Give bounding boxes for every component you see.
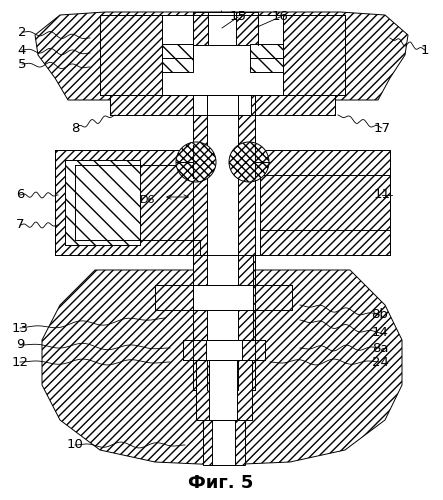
Bar: [260, 150, 390, 255]
Text: 4: 4: [18, 44, 26, 57]
Text: 8b: 8b: [372, 308, 389, 322]
Bar: [207, 95, 238, 390]
Text: 14: 14: [372, 326, 389, 340]
Text: 17: 17: [373, 122, 390, 134]
Polygon shape: [42, 270, 402, 465]
Polygon shape: [35, 12, 408, 100]
Text: Фиг. 5: Фиг. 5: [188, 474, 254, 492]
Bar: [193, 285, 253, 310]
Bar: [100, 15, 162, 95]
Bar: [250, 55, 283, 72]
Text: 2: 2: [18, 26, 26, 38]
Bar: [65, 160, 140, 245]
Text: 6: 6: [16, 188, 24, 202]
Bar: [283, 15, 345, 95]
Text: 16: 16: [272, 10, 288, 24]
Bar: [196, 360, 252, 420]
Bar: [110, 95, 335, 115]
Text: 7: 7: [16, 218, 24, 232]
Bar: [250, 44, 283, 58]
Circle shape: [176, 142, 216, 182]
Text: 9: 9: [16, 338, 24, 351]
Text: 8a: 8a: [372, 342, 388, 354]
Bar: [65, 160, 140, 245]
Text: 12: 12: [12, 356, 28, 368]
Bar: [193, 12, 258, 45]
Bar: [208, 12, 236, 45]
Bar: [162, 55, 193, 72]
Bar: [193, 95, 251, 115]
Text: 13: 13: [12, 322, 28, 334]
Bar: [162, 15, 283, 95]
Bar: [203, 420, 245, 465]
Text: 24: 24: [372, 356, 389, 368]
Text: 5: 5: [18, 58, 26, 70]
Text: 15: 15: [229, 10, 246, 24]
Bar: [206, 340, 242, 360]
Bar: [155, 285, 292, 310]
Circle shape: [229, 142, 269, 182]
Text: 1: 1: [421, 44, 429, 57]
Bar: [193, 95, 255, 390]
Bar: [55, 150, 200, 255]
Bar: [212, 420, 235, 465]
Text: 10: 10: [66, 438, 83, 452]
Bar: [162, 44, 193, 58]
Text: 11: 11: [373, 188, 390, 202]
Bar: [209, 360, 237, 420]
Text: D6: D6: [140, 195, 156, 205]
Bar: [183, 340, 265, 360]
Text: 8: 8: [71, 122, 79, 134]
